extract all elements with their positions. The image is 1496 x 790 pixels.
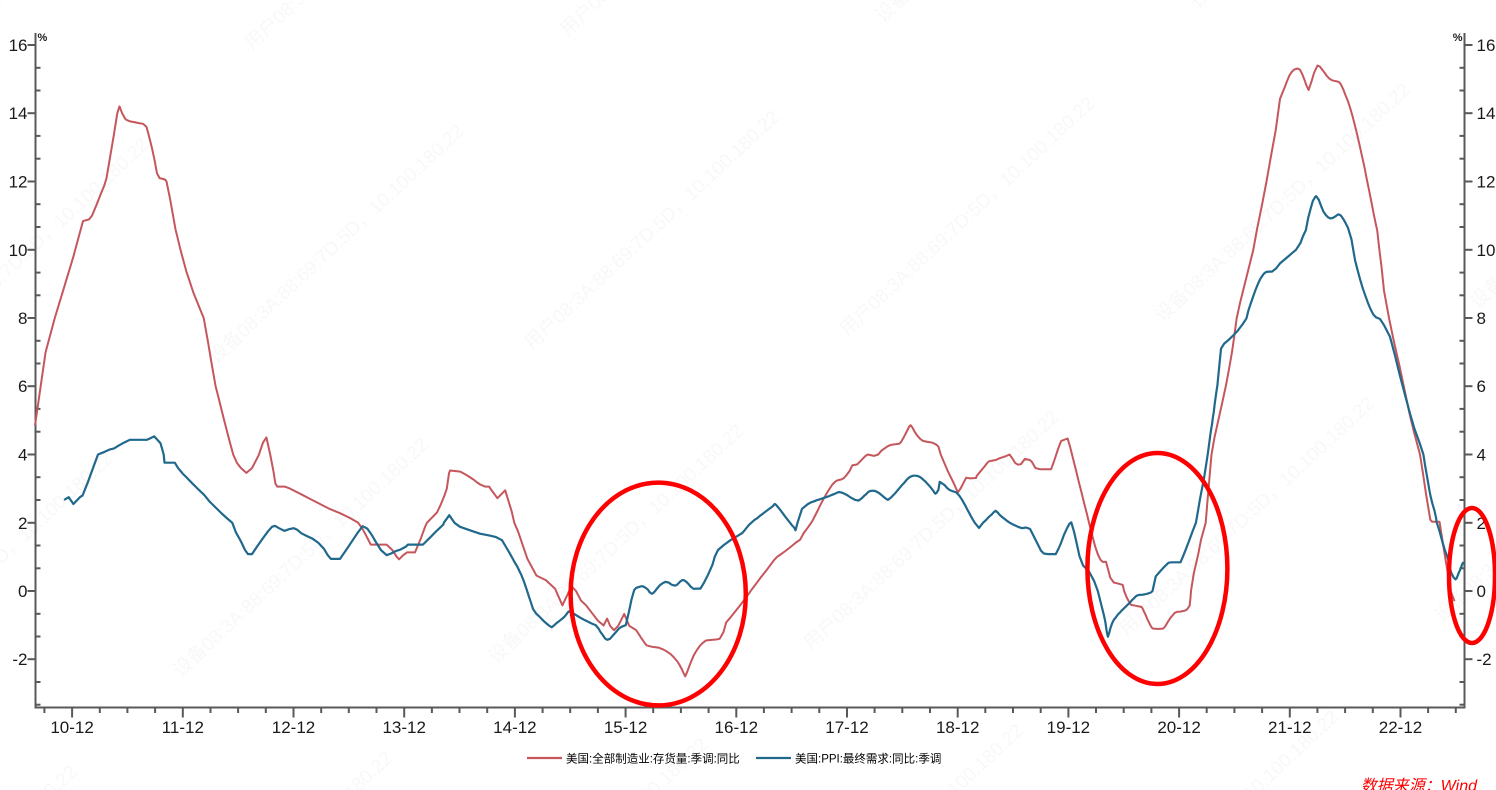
svg-text:19-12: 19-12	[1047, 718, 1090, 737]
svg-text:6: 6	[1477, 377, 1486, 396]
svg-text:10-12: 10-12	[50, 718, 93, 737]
svg-text:0: 0	[18, 582, 27, 601]
svg-text:16-12: 16-12	[715, 718, 758, 737]
svg-text:17-12: 17-12	[825, 718, 868, 737]
svg-text:22-12: 22-12	[1379, 718, 1422, 737]
svg-text:8: 8	[18, 309, 27, 328]
svg-text:8: 8	[1477, 309, 1486, 328]
svg-text:4: 4	[18, 446, 27, 465]
svg-text:16: 16	[1477, 36, 1496, 55]
svg-text:14: 14	[1477, 104, 1496, 123]
svg-text:12: 12	[9, 173, 28, 192]
svg-text:6: 6	[18, 377, 27, 396]
svg-text:%: %	[1453, 32, 1463, 44]
svg-text:20-12: 20-12	[1157, 718, 1200, 737]
svg-text:2: 2	[1477, 514, 1486, 533]
svg-text:14: 14	[9, 104, 28, 123]
svg-text:12-12: 12-12	[272, 718, 315, 737]
svg-text:16: 16	[9, 36, 28, 55]
svg-text:美国:PPI:最终需求:同比:季调: 美国:PPI:最终需求:同比:季调	[795, 752, 941, 766]
svg-text:0: 0	[1477, 582, 1486, 601]
svg-text:15-12: 15-12	[604, 718, 647, 737]
svg-text:-2: -2	[12, 650, 27, 669]
svg-text:10: 10	[1477, 241, 1496, 260]
svg-text:14-12: 14-12	[493, 718, 536, 737]
svg-text:2: 2	[18, 514, 27, 533]
svg-text:21-12: 21-12	[1268, 718, 1311, 737]
svg-text:10: 10	[9, 241, 28, 260]
svg-text:11-12: 11-12	[162, 718, 204, 737]
svg-text:数据来源：Wind: 数据来源：Wind	[1361, 777, 1478, 790]
svg-text:12: 12	[1477, 173, 1496, 192]
svg-text:13-12: 13-12	[382, 718, 425, 737]
svg-text:18-12: 18-12	[936, 718, 979, 737]
svg-text:%: %	[38, 32, 48, 44]
svg-text:4: 4	[1477, 446, 1486, 465]
svg-text:-2: -2	[1477, 650, 1492, 669]
svg-text:美国:全部制造业:存货量:季调:同比: 美国:全部制造业:存货量:季调:同比	[566, 752, 740, 766]
